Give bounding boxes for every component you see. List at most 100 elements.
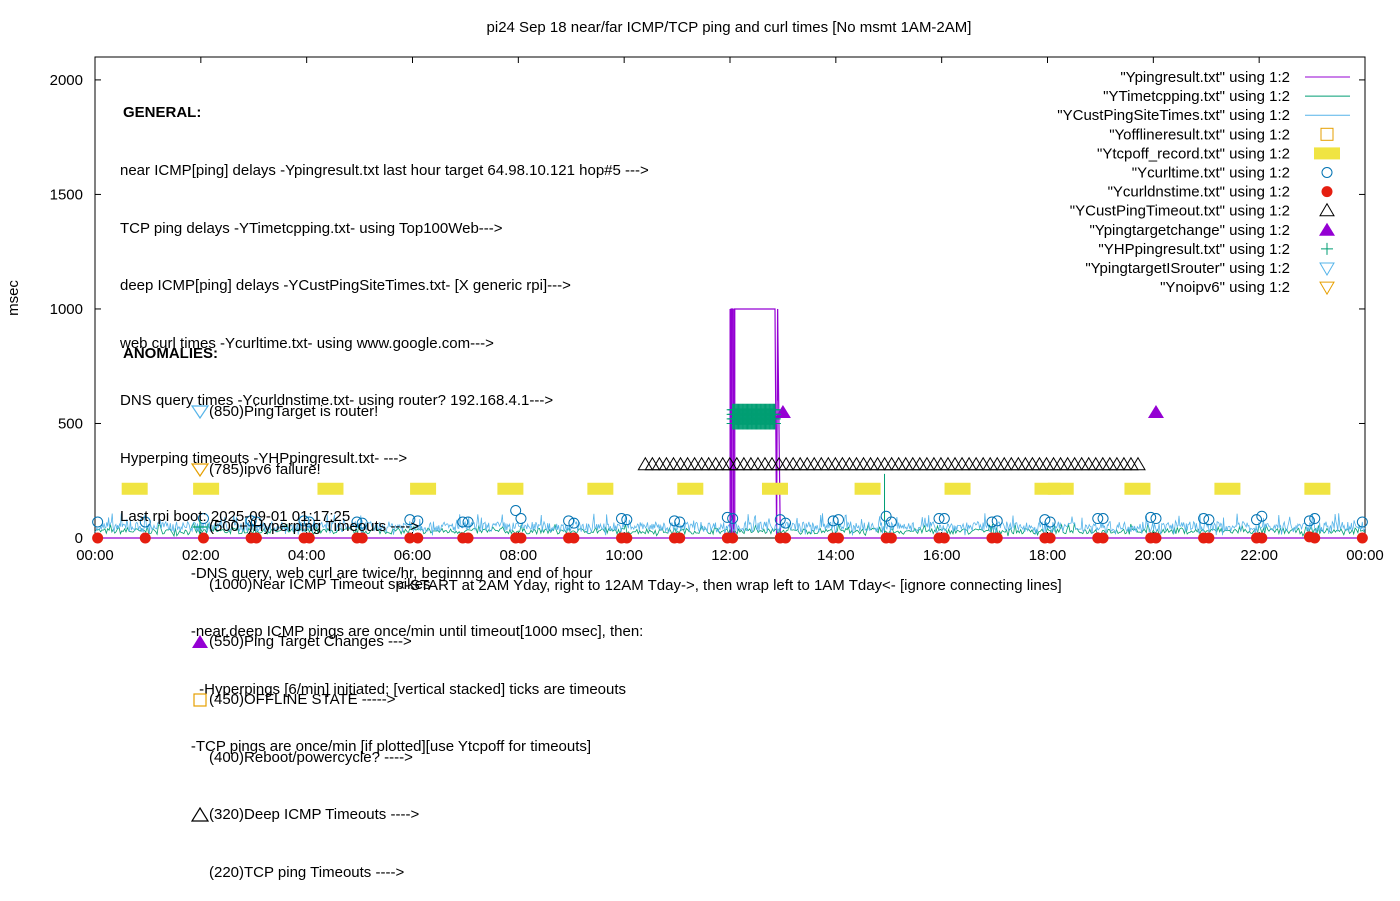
data-point [1044,532,1056,544]
legend-label: "Yofflineresult.txt" using 1:2 [1109,126,1290,143]
data-point [780,517,792,529]
data-point [668,515,680,527]
data-point [1203,514,1215,526]
data-point [404,532,416,544]
data-point [944,482,971,495]
legend-label: "YCustPingTimeout.txt" using 1:2 [1070,203,1290,220]
legend-label: "Ycurltime.txt" using 1:2 [1132,165,1290,182]
x-tick-label: 00:00 [76,547,114,564]
data-point [1309,513,1321,525]
data-point [780,532,792,544]
data-point [961,456,977,471]
data-point [250,532,262,544]
data-point [568,517,580,529]
anomaly-item: (400)Reboot/powercycle? ----> [209,748,413,766]
data-point [1097,532,1109,544]
data-point [121,482,148,495]
legend-swatch [1321,186,1333,198]
data-point [827,515,839,527]
data-point [700,456,717,471]
legend-label: "YTimetcpping.txt" using 1:2 [1103,88,1290,105]
data-point [904,456,921,471]
data-point [693,456,710,471]
data-point [92,532,104,544]
data-point [982,456,999,471]
data-point [841,456,858,471]
data-point [462,516,474,528]
x-tick-label: 04:00 [288,547,326,564]
x-tick-label: 00:00 [1346,547,1384,564]
data-point [778,456,794,471]
data-point [356,517,368,529]
data-point [1097,513,1109,525]
data-point [827,456,844,471]
legend-swatch [1314,147,1340,160]
data-point [1101,456,1118,471]
legend-swatch [1319,222,1335,236]
data-point [568,532,580,544]
data-point [820,456,837,471]
data-point [674,532,686,544]
data-point [658,456,675,471]
data-point [1047,482,1074,495]
data-point [991,515,1003,527]
data-point [832,532,844,544]
data-point [1092,513,1104,525]
data-point [1045,456,1062,471]
x-tick-label: 16:00 [923,547,961,564]
data-point [351,516,363,528]
data-point [1214,482,1241,495]
data-point [735,456,752,471]
data-point [1303,515,1315,527]
data-point [1256,510,1268,522]
info-line: TCP ping delays -YTimetcpping.txt- using… [120,219,503,237]
data-point [918,456,935,471]
data-point [1031,456,1048,471]
data-point [587,482,614,495]
data-point [813,456,830,471]
data-point [862,456,879,471]
x-tick-label: 22:00 [1240,547,1278,564]
info-line: near ICMP[ping] delays -Ypingresult.txt … [120,162,649,180]
data-point [727,532,739,544]
data-point [245,515,257,527]
anomaly-item: (785)ipv6 failure! [120,460,321,479]
data-point [1123,456,1139,471]
data-point [1052,456,1069,471]
legend-swatch [1319,262,1335,276]
info-line: deep ICMP[ping] delays -YCustPingSiteTim… [120,277,571,295]
data-point [996,456,1013,471]
x-tick-label: 02:00 [182,547,220,564]
info-line: web curl times -Ycurltime.txt- using www… [120,334,494,352]
data-point [1066,456,1083,471]
legend-label: "Ycurldnstime.txt" using 1:2 [1108,184,1290,201]
x-tick-label: 18:00 [1029,547,1067,564]
data-point [1251,514,1263,526]
data-point [672,456,689,471]
chart-title: pi24 Sep 18 near/far ICMP/TCP ping and c… [487,19,972,36]
data-point [832,514,844,526]
data-point [883,456,900,471]
data-point [1304,482,1331,495]
x-tick-label: 08:00 [500,547,538,564]
info-line: Last rpi boot: 2025-09-01 01:17:25 [120,507,351,525]
data-point [933,513,945,525]
legend-label: "Ytcpoff_record.txt" using 1:2 [1097,145,1290,162]
data-point [761,482,788,495]
anomaly-item: (500+)Hyperping Timeouts ----> [120,517,419,536]
legend-label: "Ynoipv6" using 1:2 [1160,279,1290,296]
data-point [1145,511,1157,523]
data-point [848,456,865,471]
data-point [404,514,416,526]
x-tick-label: 12:00 [711,547,749,564]
series-line [94,513,1366,536]
data-point [1124,482,1151,495]
data-point [1080,456,1097,471]
y-tick-label: 1500 [50,186,83,203]
data-point [880,510,892,522]
data-point [92,516,104,528]
data-point [356,532,368,544]
data-point [1130,456,1146,471]
legend-swatch [1320,127,1334,141]
anomaly-item: (220)TCP ping Timeouts ----> [209,863,405,881]
